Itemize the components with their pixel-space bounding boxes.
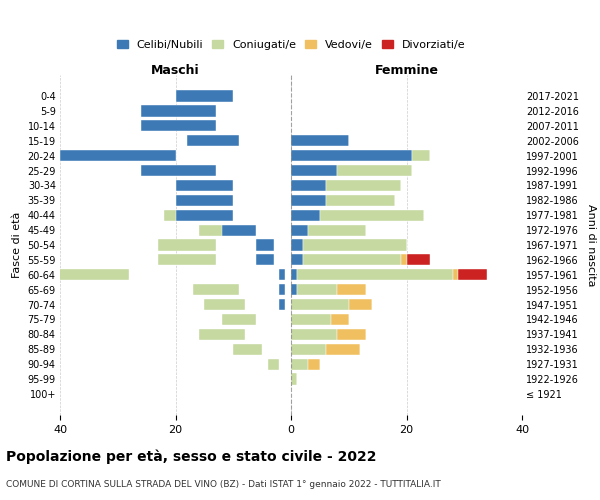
Bar bbox=[326, 194, 395, 206]
Legend: Celibi/Nubili, Coniugati/e, Vedovi/e, Divorziati/e: Celibi/Nubili, Coniugati/e, Vedovi/e, Di… bbox=[113, 36, 469, 53]
Bar bbox=[291, 299, 349, 310]
Bar bbox=[193, 165, 205, 176]
Bar bbox=[0, 269, 130, 280]
Y-axis label: Fasce di età: Fasce di età bbox=[12, 212, 22, 278]
Bar bbox=[291, 284, 297, 296]
Text: Femmine: Femmine bbox=[374, 64, 439, 76]
Bar bbox=[199, 329, 245, 340]
Bar bbox=[401, 254, 407, 266]
Bar bbox=[302, 254, 401, 266]
Bar bbox=[256, 240, 274, 250]
Bar bbox=[193, 240, 205, 250]
Bar bbox=[187, 210, 193, 221]
Y-axis label: Anni di nascita: Anni di nascita bbox=[586, 204, 596, 286]
Text: Popolazione per età, sesso e stato civile - 2022: Popolazione per età, sesso e stato civil… bbox=[6, 450, 377, 464]
Text: Maschi: Maschi bbox=[151, 64, 200, 76]
Bar bbox=[141, 165, 216, 176]
Bar bbox=[176, 194, 233, 206]
Bar bbox=[158, 240, 216, 250]
Bar bbox=[291, 210, 320, 221]
Bar bbox=[280, 284, 285, 296]
Bar bbox=[291, 135, 349, 146]
Bar bbox=[326, 180, 401, 191]
Bar bbox=[164, 210, 199, 221]
Bar bbox=[141, 120, 216, 132]
Bar bbox=[331, 314, 349, 325]
Bar bbox=[291, 374, 297, 384]
Bar bbox=[205, 299, 245, 310]
Bar bbox=[291, 344, 326, 355]
Bar bbox=[337, 165, 412, 176]
Bar bbox=[297, 284, 337, 296]
Bar bbox=[176, 180, 233, 191]
Bar bbox=[176, 210, 233, 221]
Bar bbox=[308, 224, 366, 235]
Bar bbox=[308, 358, 320, 370]
Bar bbox=[176, 90, 233, 102]
Bar bbox=[337, 329, 366, 340]
Bar bbox=[291, 254, 302, 266]
Bar bbox=[216, 224, 222, 235]
Bar bbox=[233, 344, 262, 355]
Bar bbox=[199, 224, 227, 235]
Bar bbox=[193, 254, 205, 266]
Bar bbox=[233, 299, 239, 310]
Bar bbox=[291, 224, 308, 235]
Bar bbox=[291, 240, 302, 250]
Bar bbox=[193, 284, 239, 296]
Bar bbox=[227, 284, 233, 296]
Bar bbox=[326, 344, 360, 355]
Bar bbox=[349, 299, 372, 310]
Bar bbox=[193, 180, 199, 191]
Bar bbox=[158, 254, 216, 266]
Bar bbox=[302, 240, 407, 250]
Bar bbox=[291, 180, 326, 191]
Bar bbox=[291, 194, 326, 206]
Bar bbox=[291, 329, 337, 340]
Bar bbox=[222, 224, 256, 235]
Bar bbox=[141, 106, 216, 117]
Bar bbox=[176, 194, 205, 206]
Bar bbox=[407, 254, 430, 266]
Bar bbox=[458, 269, 487, 280]
Bar bbox=[251, 344, 256, 355]
Bar bbox=[60, 150, 176, 161]
Bar bbox=[176, 180, 205, 191]
Bar bbox=[337, 284, 366, 296]
Bar bbox=[268, 358, 280, 370]
Bar bbox=[320, 210, 424, 221]
Bar bbox=[280, 299, 285, 310]
Bar bbox=[291, 314, 331, 325]
Bar bbox=[291, 358, 308, 370]
Bar bbox=[187, 135, 239, 146]
Bar bbox=[291, 165, 337, 176]
Bar bbox=[453, 269, 458, 280]
Bar bbox=[71, 269, 100, 280]
Bar bbox=[222, 314, 256, 325]
Bar bbox=[412, 150, 430, 161]
Bar bbox=[280, 269, 285, 280]
Bar bbox=[245, 314, 251, 325]
Bar bbox=[291, 269, 297, 280]
Bar bbox=[193, 194, 199, 206]
Bar bbox=[256, 254, 274, 266]
Bar bbox=[297, 269, 453, 280]
Text: COMUNE DI CORTINA SULLA STRADA DEL VINO (BZ) - Dati ISTAT 1° gennaio 2022 - TUTT: COMUNE DI CORTINA SULLA STRADA DEL VINO … bbox=[6, 480, 441, 489]
Bar bbox=[291, 150, 412, 161]
